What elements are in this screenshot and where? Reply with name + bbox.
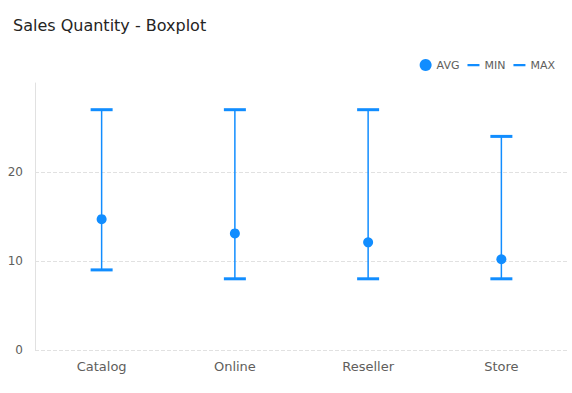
svg-text:0: 0 [15, 343, 23, 357]
svg-text:Catalog: Catalog [77, 359, 127, 374]
svg-text:Reseller: Reseller [342, 359, 394, 374]
svg-text:AVG: AVG [437, 59, 460, 72]
svg-text:Store: Store [484, 359, 518, 374]
svg-text:Online: Online [214, 359, 256, 374]
svg-text:MIN: MIN [484, 59, 505, 72]
svg-text:Sales Quantity - Boxplot: Sales Quantity - Boxplot [13, 16, 206, 35]
svg-text:MAX: MAX [530, 59, 555, 72]
svg-text:10: 10 [8, 254, 23, 268]
svg-text:20: 20 [8, 165, 23, 179]
